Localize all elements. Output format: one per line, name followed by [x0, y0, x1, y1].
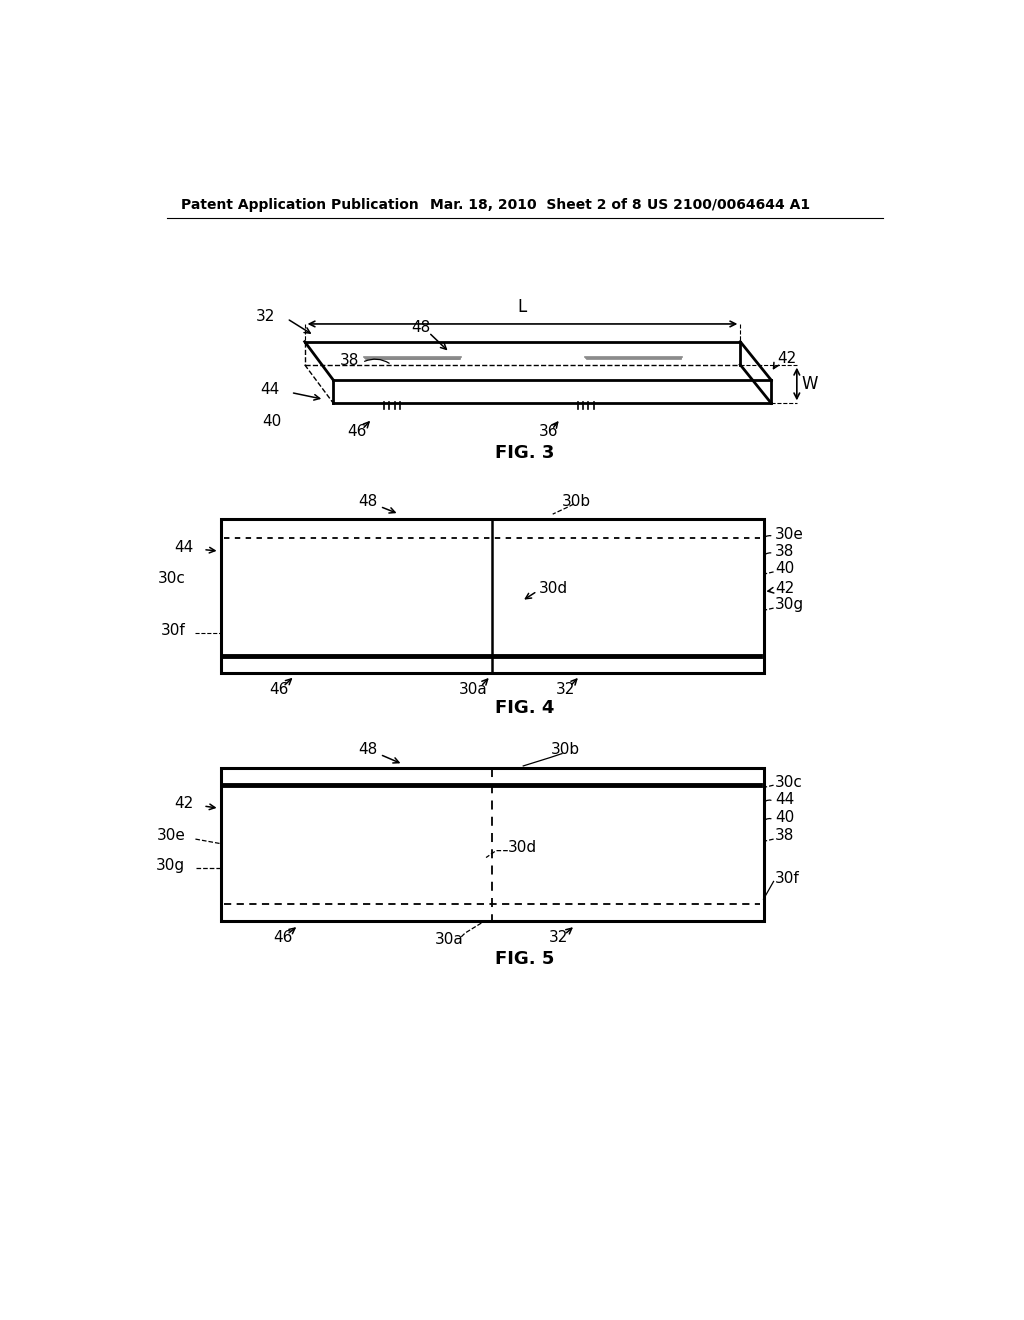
Text: 32: 32: [256, 309, 275, 323]
Text: FIG. 4: FIG. 4: [496, 700, 554, 717]
Text: Patent Application Publication: Patent Application Publication: [180, 198, 419, 211]
Text: 30c: 30c: [158, 570, 185, 586]
Bar: [221, 519, 764, 673]
Text: 30a: 30a: [435, 932, 464, 948]
Text: 38: 38: [775, 544, 795, 558]
Text: 48: 48: [358, 742, 378, 758]
Text: 30e: 30e: [157, 829, 185, 843]
Text: 44: 44: [174, 540, 194, 554]
Text: FIG. 3: FIG. 3: [496, 444, 554, 462]
Text: 30g: 30g: [775, 598, 804, 612]
Text: 40: 40: [262, 414, 282, 429]
Text: 48: 48: [358, 494, 378, 508]
Text: 36: 36: [539, 424, 558, 440]
Text: 30g: 30g: [157, 858, 185, 873]
Text: Mar. 18, 2010  Sheet 2 of 8: Mar. 18, 2010 Sheet 2 of 8: [430, 198, 642, 211]
Text: US 2100/0064644 A1: US 2100/0064644 A1: [647, 198, 810, 211]
Text: 30b: 30b: [550, 742, 580, 758]
Text: 30c: 30c: [775, 775, 803, 789]
Text: 30a: 30a: [459, 682, 487, 697]
Text: 48: 48: [412, 321, 430, 335]
Bar: [221, 768, 764, 921]
Text: 30e: 30e: [775, 527, 804, 541]
Text: 30b: 30b: [562, 494, 591, 508]
Text: 30f: 30f: [775, 871, 800, 886]
Text: 30d: 30d: [539, 581, 568, 595]
Text: 44: 44: [260, 381, 280, 397]
Text: FIG. 5: FIG. 5: [496, 950, 554, 968]
Text: 32: 32: [556, 682, 575, 697]
Text: 38: 38: [775, 829, 795, 843]
Text: 32: 32: [549, 931, 568, 945]
Text: 40: 40: [775, 561, 795, 577]
Text: 30f: 30f: [161, 623, 185, 638]
Text: 38: 38: [340, 352, 359, 368]
Text: 42: 42: [777, 351, 797, 366]
Text: 46: 46: [273, 931, 293, 945]
Text: 46: 46: [347, 424, 367, 440]
Text: W: W: [802, 375, 818, 393]
Text: 30d: 30d: [508, 840, 537, 855]
Text: 44: 44: [775, 792, 795, 807]
Text: 40: 40: [775, 810, 795, 825]
Text: L: L: [518, 298, 527, 317]
Text: 46: 46: [269, 682, 289, 697]
Text: 42: 42: [775, 581, 795, 595]
Text: 42: 42: [174, 796, 194, 812]
